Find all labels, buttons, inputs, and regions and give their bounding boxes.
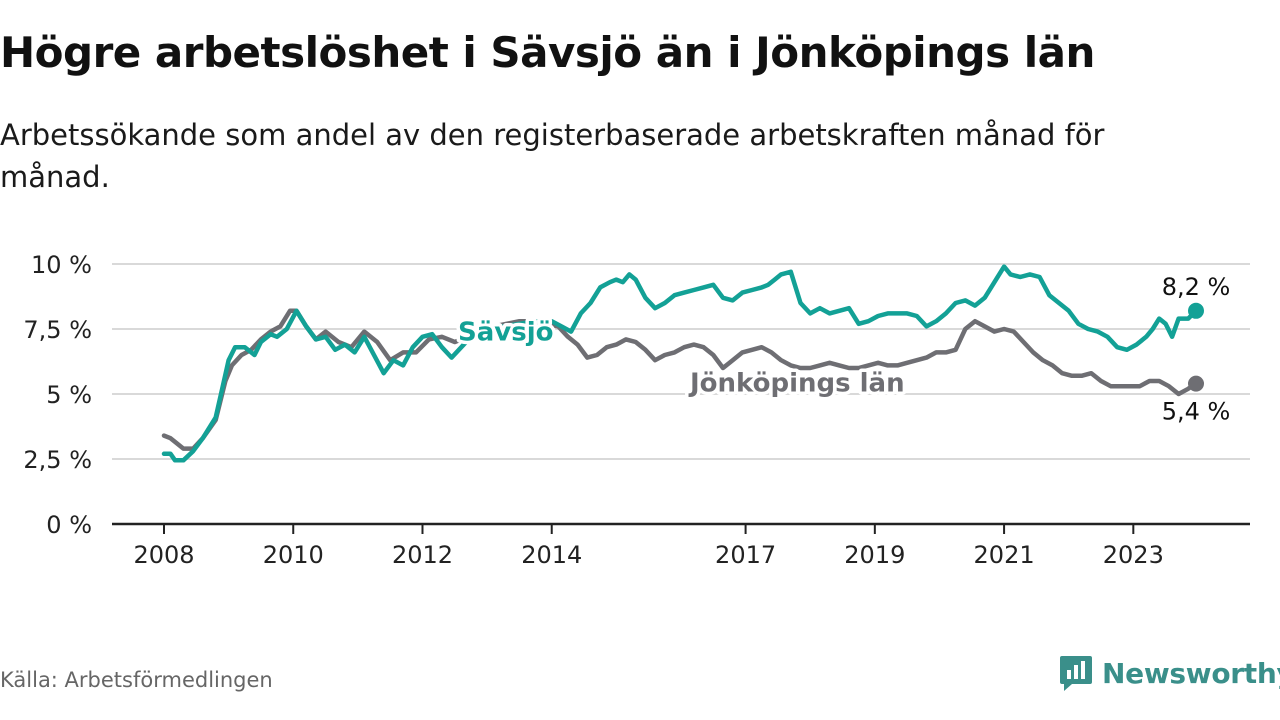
y-tick-label: 2,5 % xyxy=(23,446,92,474)
newsworthy-logo: Newsworthy xyxy=(1058,654,1280,692)
x-tick-label: 2014 xyxy=(521,541,582,569)
end-label-lan: 5,4 % xyxy=(1162,398,1231,426)
x-tick-label: 2021 xyxy=(974,541,1035,569)
x-tick-label: 2010 xyxy=(263,541,324,569)
series-lines xyxy=(161,264,1204,463)
y-tick-label: 7,5 % xyxy=(23,316,92,344)
chart-title: Högre arbetslöshet i Sävsjö än i Jönköpi… xyxy=(0,28,1095,77)
source-note: Källa: Arbetsförmedlingen xyxy=(0,668,273,692)
x-tick-label: 2012 xyxy=(392,541,453,569)
end-label-savsjo: 8,2 % xyxy=(1162,273,1231,301)
y-axis-ticks: 0 % 2,5 % 5 % 7,5 % 10 % xyxy=(23,251,92,539)
chart-subtitle: Arbetssökande som andel av den registerb… xyxy=(0,118,1105,194)
series-label-lan: Jönköpings län xyxy=(688,368,905,398)
y-tick-label: 10 % xyxy=(31,251,92,279)
x-tick-label: 2017 xyxy=(715,541,776,569)
x-tick-label: 2019 xyxy=(844,541,905,569)
series-line-savsjo xyxy=(161,264,1199,463)
gridlines xyxy=(112,263,1250,460)
x-tick-label: 2023 xyxy=(1103,541,1164,569)
end-point-savsjo xyxy=(1188,302,1204,319)
x-tick-label: 2008 xyxy=(133,541,194,569)
brand-name: Newsworthy xyxy=(1102,656,1280,690)
series-labels: Sävsjö Jönköpings län 8,2 % 5,4 % xyxy=(455,273,1231,426)
series-label-savsjo: Sävsjö xyxy=(458,318,553,348)
y-tick-label: 0 % xyxy=(46,511,92,539)
y-tick-label: 5 % xyxy=(46,381,92,409)
newsworthy-logo-icon xyxy=(1060,656,1092,691)
end-point-lan xyxy=(1188,375,1204,392)
series-line-lan xyxy=(161,308,1199,451)
x-axis-ticks: 2008 2010 2012 2014 2017 2019 2021 2023 xyxy=(112,522,1250,569)
